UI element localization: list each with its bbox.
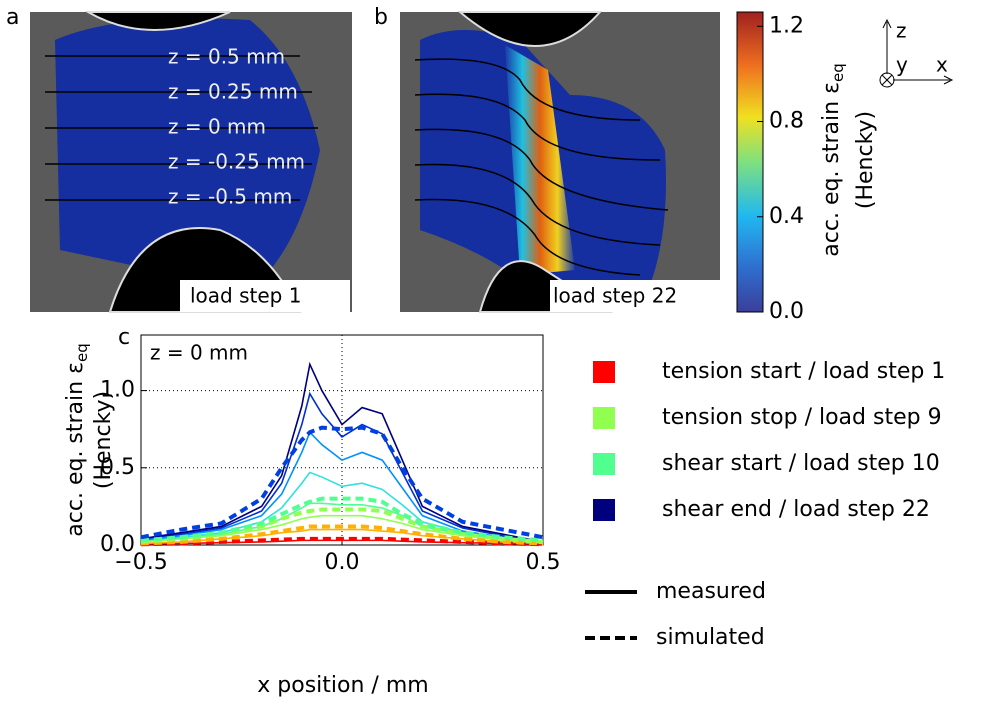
x-tick-label: 0.0 bbox=[325, 550, 360, 575]
panel-caption: load step 1 bbox=[190, 284, 301, 308]
colorbar-label: (Hencky) bbox=[853, 111, 878, 209]
legend-swatch bbox=[593, 499, 615, 521]
z-annotation: z = 0 mm bbox=[168, 115, 266, 139]
axis-triad bbox=[879, 18, 954, 88]
colorbar-tick-label: 0.8 bbox=[769, 109, 804, 134]
y-tick-label: 0.0 bbox=[100, 532, 135, 557]
panel-letter: b bbox=[374, 5, 388, 30]
series-line bbox=[140, 391, 544, 543]
colorbar-tick-label: 0.4 bbox=[769, 204, 804, 229]
y-tick-label: 0.5 bbox=[100, 455, 135, 480]
panel-b-image bbox=[400, 11, 720, 313]
legend-label: measured bbox=[656, 579, 766, 604]
legend-label: tension stop / load step 9 bbox=[662, 405, 942, 430]
z-annotation: z = -0.25 mm bbox=[168, 150, 305, 174]
series-line bbox=[140, 361, 544, 543]
series-line bbox=[140, 536, 544, 547]
panel-letter: c bbox=[118, 325, 130, 350]
z-annotation: z = 0.5 mm bbox=[168, 45, 285, 69]
y-axis-label: (Hencky) bbox=[91, 391, 116, 489]
series-line bbox=[140, 514, 544, 545]
colorbar-tick-label: 0.0 bbox=[769, 299, 804, 324]
legend-swatch bbox=[593, 407, 615, 429]
series-line bbox=[140, 430, 544, 543]
triad-label: y bbox=[896, 53, 908, 77]
legend-label: shear end / load step 22 bbox=[662, 497, 930, 522]
series-line bbox=[140, 524, 544, 546]
z-annotation: z = -0.5 mm bbox=[168, 185, 292, 209]
legend-swatch bbox=[593, 361, 615, 383]
colorbar-tick-label: 1.2 bbox=[769, 13, 804, 38]
colorbar-label: acc. eq. strain εeq bbox=[819, 63, 847, 256]
x-tick-label: −0.5 bbox=[114, 550, 167, 575]
legend-label: simulated bbox=[656, 625, 765, 650]
legend-swatch bbox=[593, 453, 615, 475]
panel-caption: load step 22 bbox=[553, 284, 677, 308]
legend-label: tension start / load step 1 bbox=[662, 359, 945, 384]
y-axis-label: acc. eq. strain εeq bbox=[63, 343, 91, 536]
x-axis-label: x position / mm bbox=[257, 673, 428, 698]
chart-annotation: z = 0 mm bbox=[150, 341, 248, 365]
triad-label: x bbox=[936, 53, 948, 77]
triad-label: z bbox=[896, 19, 907, 43]
panel-letter: a bbox=[6, 5, 19, 30]
colorbar bbox=[736, 11, 764, 313]
series-line bbox=[140, 425, 544, 540]
series-line bbox=[140, 496, 544, 543]
z-annotation: z = 0.25 mm bbox=[168, 80, 298, 104]
y-tick-label: 1.0 bbox=[100, 378, 135, 403]
x-tick-label: 0.5 bbox=[526, 550, 561, 575]
series-line bbox=[140, 502, 544, 543]
panel-a-image bbox=[30, 11, 352, 313]
legend-label: shear start / load step 10 bbox=[662, 451, 940, 476]
